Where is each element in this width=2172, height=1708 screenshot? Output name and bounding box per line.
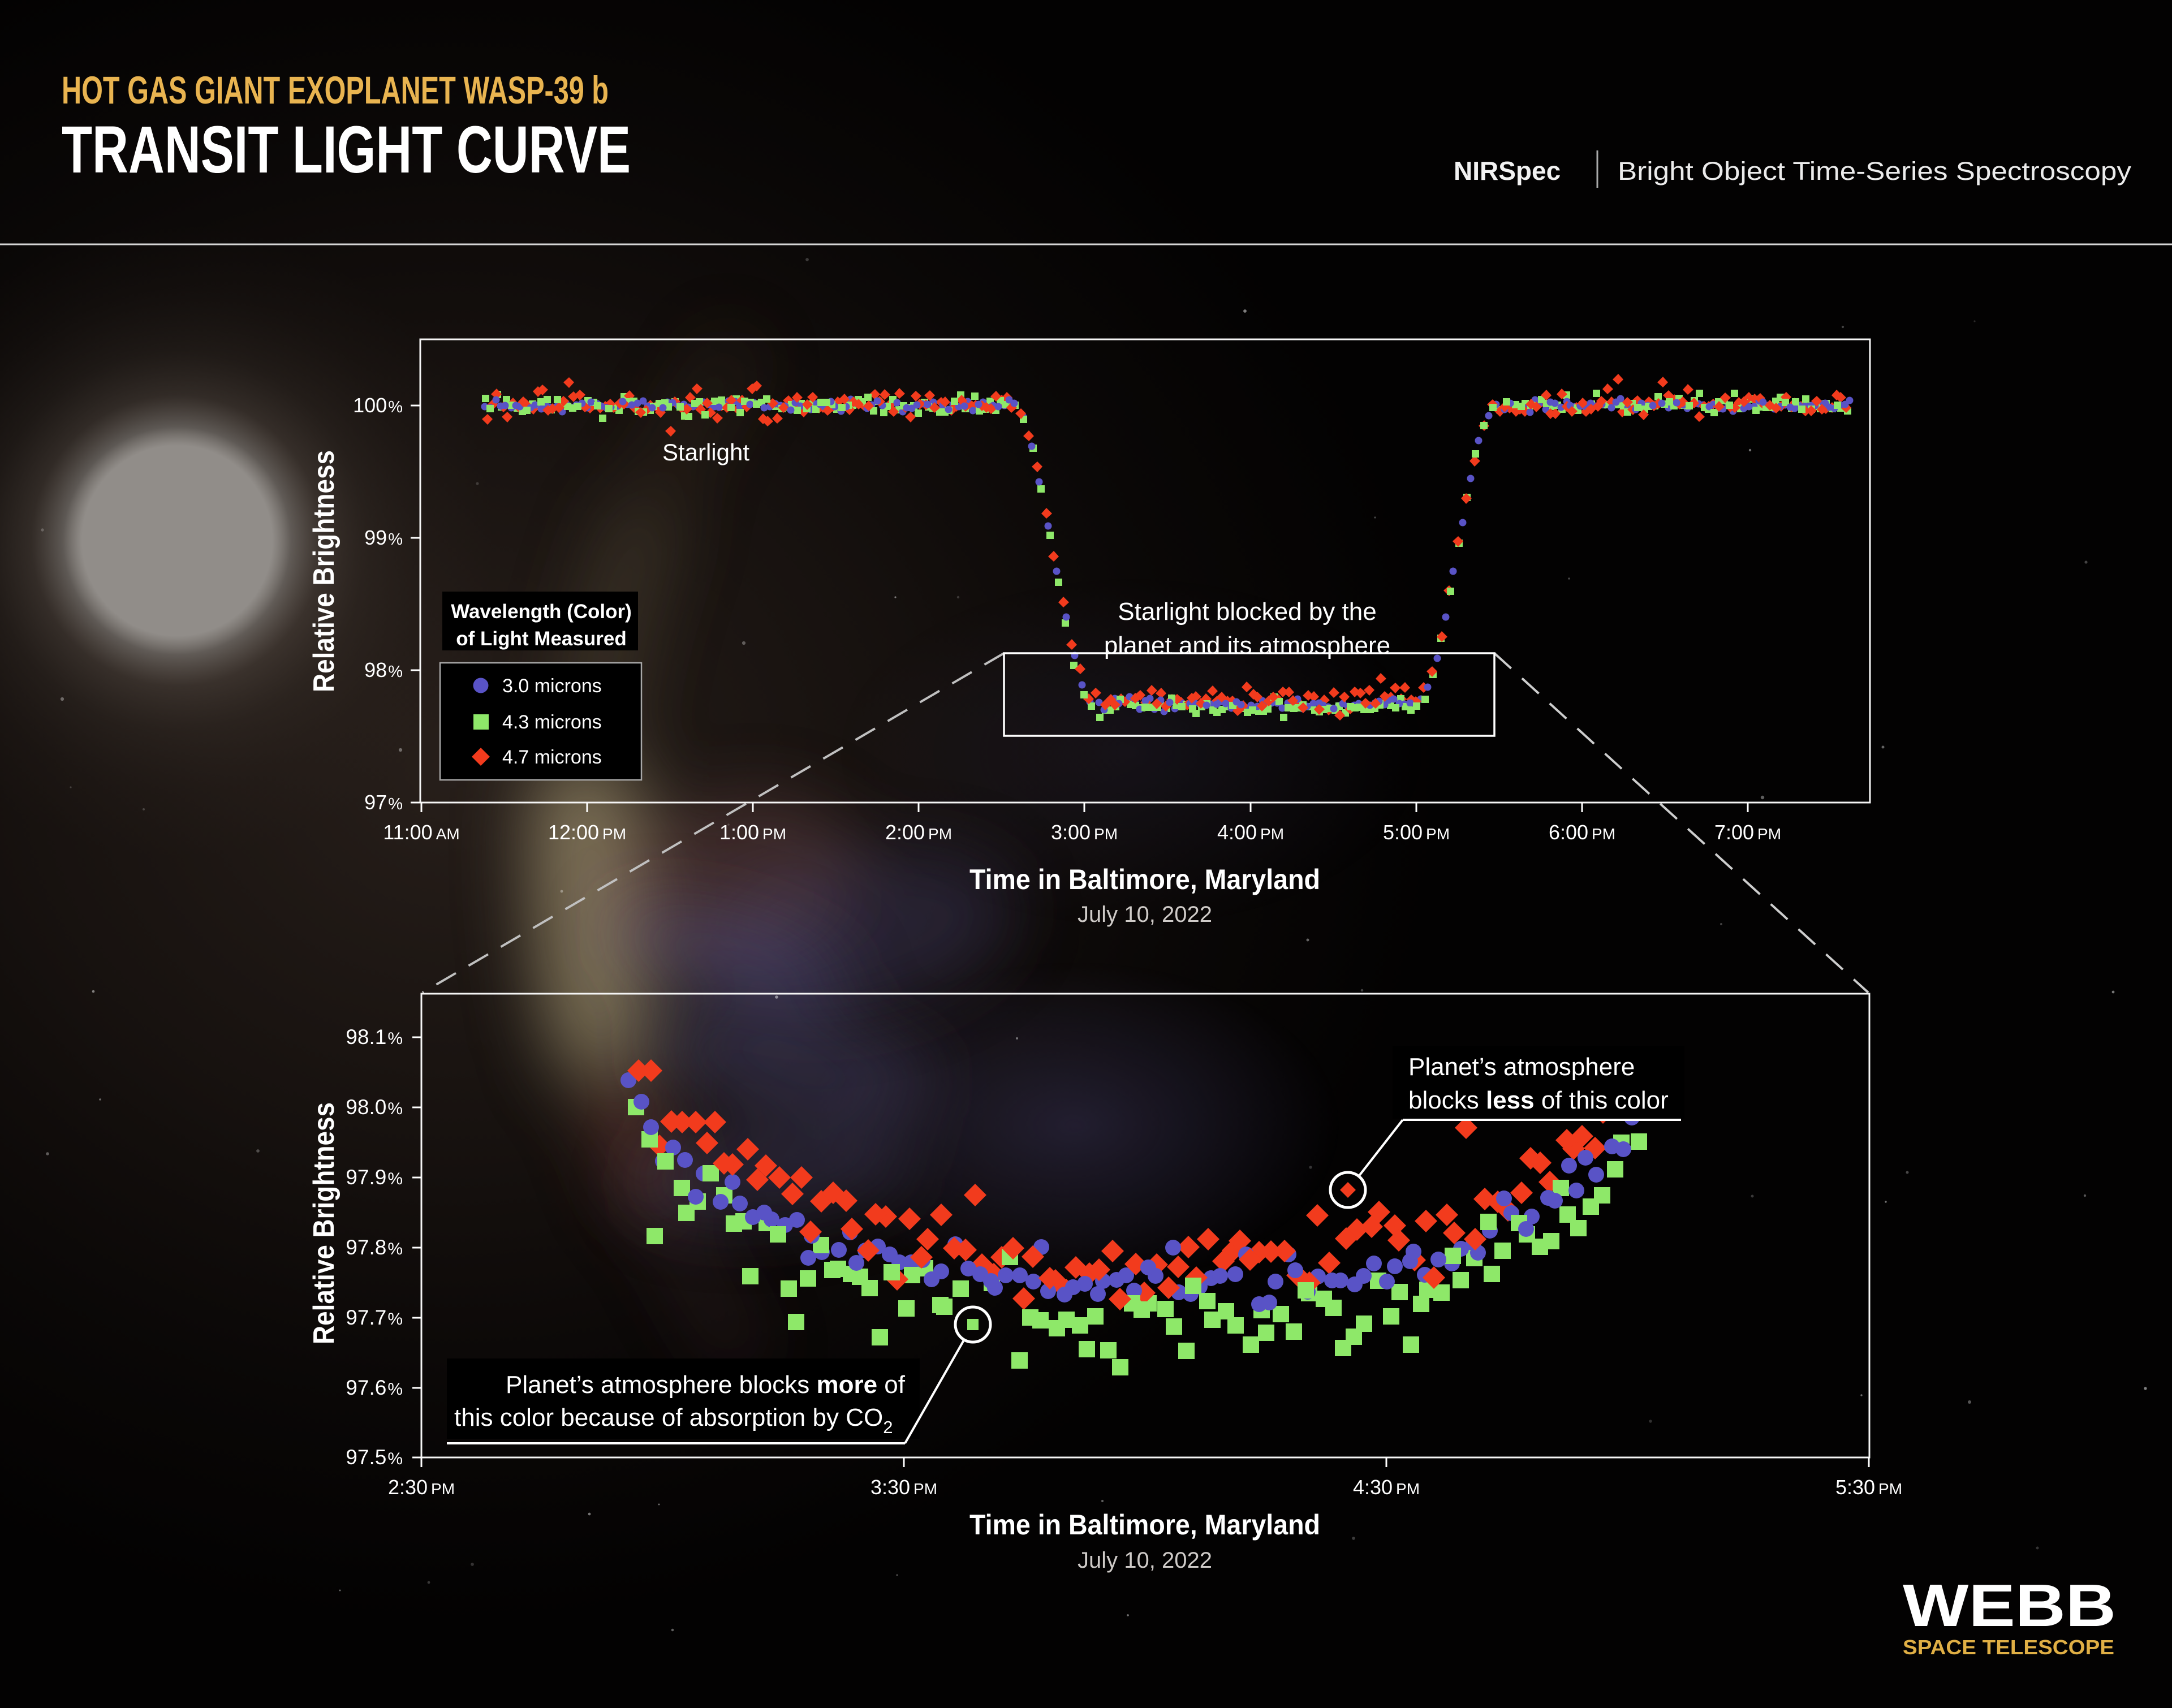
- svg-text:98.1%: 98.1%: [346, 1025, 403, 1049]
- svg-text:97.5%: 97.5%: [346, 1446, 403, 1469]
- svg-text:97.6%: 97.6%: [346, 1376, 403, 1399]
- svg-text:Starlight blocked by the: Starlight blocked by the: [1118, 598, 1376, 626]
- svg-text:Bright Object Time-Series Spec: Bright Object Time-Series Spectroscopy: [1618, 157, 2132, 186]
- svg-text:Relative Brightness: Relative Brightness: [308, 1102, 341, 1344]
- svg-text:3.0 microns: 3.0 microns: [502, 675, 602, 697]
- svg-text:Planet’s atmosphere: Planet’s atmosphere: [1408, 1053, 1635, 1081]
- svg-text:98.0%: 98.0%: [346, 1095, 403, 1119]
- svg-text:4.3 microns: 4.3 microns: [502, 711, 602, 733]
- svg-text:97.9%: 97.9%: [346, 1166, 403, 1189]
- svg-text:98%: 98%: [364, 658, 403, 682]
- svg-text:SPACE TELESCOPE: SPACE TELESCOPE: [1903, 1636, 2114, 1659]
- svg-text:July 10, 2022: July 10, 2022: [1078, 1548, 1212, 1573]
- svg-text:Time in Baltimore, Maryland: Time in Baltimore, Maryland: [969, 864, 1320, 895]
- svg-text:Planet’s atmosphere blocks mor: Planet’s atmosphere blocks more of: [506, 1371, 906, 1399]
- svg-text:HOT GAS GIANT EXOPLANET WASP-3: HOT GAS GIANT EXOPLANET WASP-39 b: [62, 68, 609, 112]
- svg-text:NIRSpec: NIRSpec: [1454, 156, 1561, 186]
- svg-text:planet and its atmosphere: planet and its atmosphere: [1104, 632, 1390, 659]
- svg-text:WEBB: WEBB: [1903, 1572, 2116, 1639]
- svg-text:Wavelength (Color): Wavelength (Color): [451, 601, 632, 623]
- svg-text:of Light Measured: of Light Measured: [456, 628, 626, 650]
- svg-text:blocks less of this color: blocks less of this color: [1408, 1086, 1669, 1114]
- svg-text:97.8%: 97.8%: [346, 1236, 403, 1259]
- svg-text:Starlight: Starlight: [662, 439, 749, 465]
- svg-text:100%: 100%: [353, 394, 403, 417]
- svg-text:4.7 microns: 4.7 microns: [502, 747, 602, 768]
- svg-text:Relative Brightness: Relative Brightness: [308, 450, 341, 692]
- svg-text:97.7%: 97.7%: [346, 1306, 403, 1329]
- svg-text:Time in Baltimore, Maryland: Time in Baltimore, Maryland: [969, 1509, 1320, 1541]
- svg-text:July 10, 2022: July 10, 2022: [1078, 902, 1212, 927]
- svg-text:TRANSIT LIGHT CURVE: TRANSIT LIGHT CURVE: [62, 113, 631, 187]
